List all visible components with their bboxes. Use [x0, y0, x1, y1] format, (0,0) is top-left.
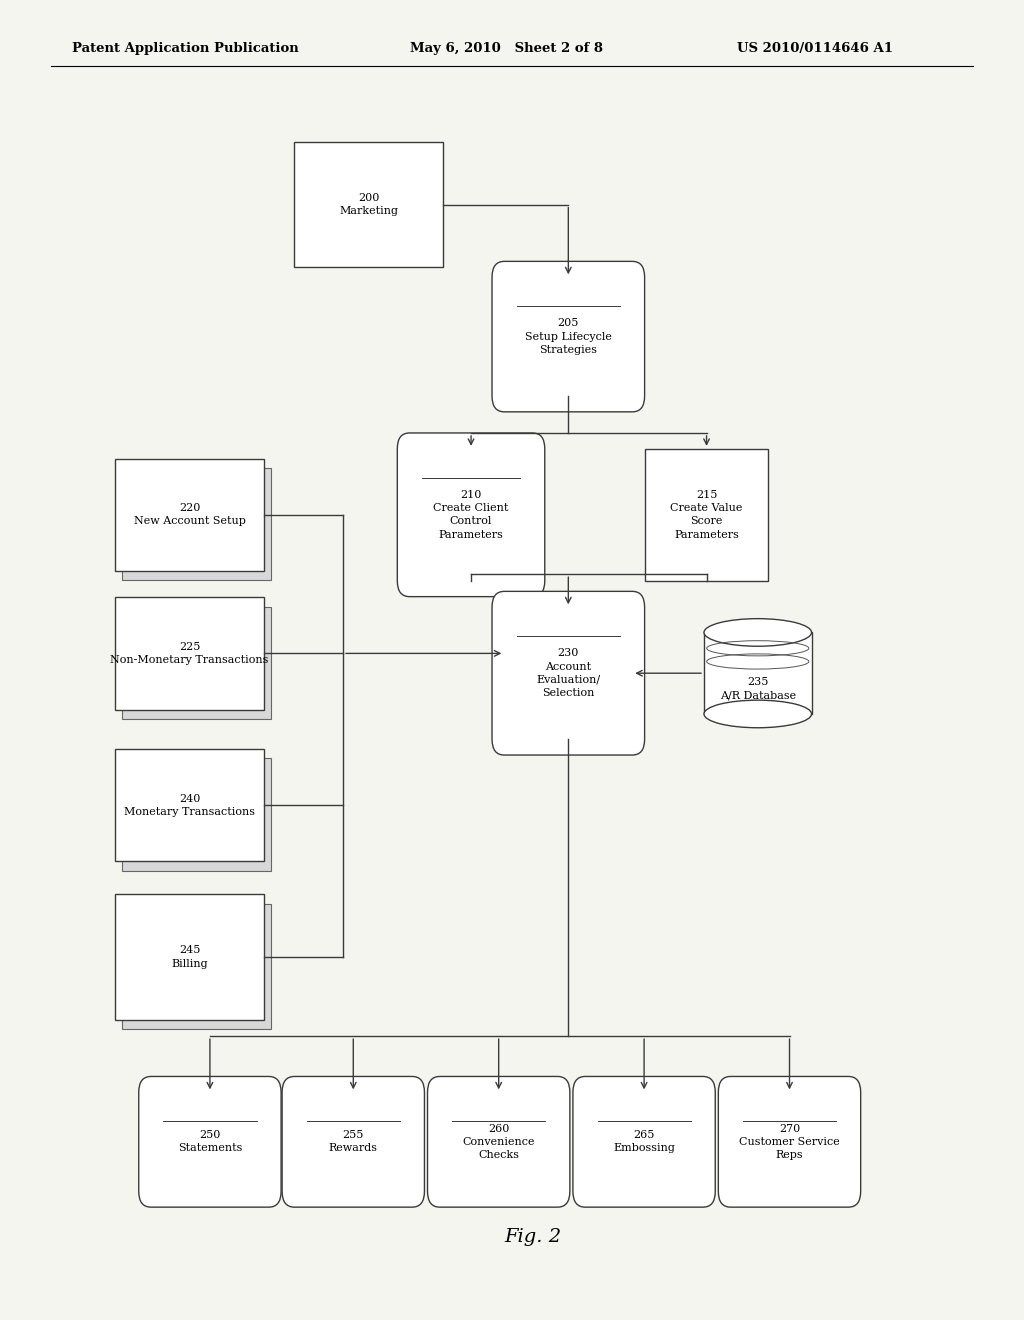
Bar [705, 632, 811, 714]
Text: 230
Account
Evaluation/
Selection: 230 Account Evaluation/ Selection [537, 648, 600, 698]
FancyBboxPatch shape [295, 143, 442, 267]
Text: 245
Billing: 245 Billing [171, 945, 208, 969]
Text: US 2010/0114646 A1: US 2010/0114646 A1 [737, 42, 893, 55]
FancyBboxPatch shape [123, 469, 270, 581]
Text: 220
New Account Setup: 220 New Account Setup [133, 503, 246, 527]
Ellipse shape [705, 619, 811, 647]
FancyBboxPatch shape [115, 597, 264, 710]
Text: Fig. 2: Fig. 2 [504, 1228, 561, 1246]
FancyBboxPatch shape [115, 895, 264, 1019]
Text: 260
Convenience
Checks: 260 Convenience Checks [463, 1123, 535, 1160]
Text: 240
Monetary Transactions: 240 Monetary Transactions [124, 793, 255, 817]
FancyBboxPatch shape [493, 591, 645, 755]
FancyBboxPatch shape [493, 261, 645, 412]
Text: 225
Non-Monetary Transactions: 225 Non-Monetary Transactions [111, 642, 268, 665]
FancyBboxPatch shape [573, 1077, 715, 1206]
Text: 250
Statements: 250 Statements [178, 1130, 242, 1154]
Ellipse shape [705, 700, 811, 727]
Text: 210
Create Client
Control
Parameters: 210 Create Client Control Parameters [433, 490, 509, 540]
FancyBboxPatch shape [123, 758, 270, 871]
Text: 270
Customer Service
Reps: 270 Customer Service Reps [739, 1123, 840, 1160]
FancyBboxPatch shape [123, 903, 270, 1030]
FancyBboxPatch shape [282, 1077, 424, 1206]
FancyBboxPatch shape [397, 433, 545, 597]
Text: May 6, 2010   Sheet 2 of 8: May 6, 2010 Sheet 2 of 8 [410, 42, 602, 55]
Text: 265
Embossing: 265 Embossing [613, 1130, 675, 1154]
FancyBboxPatch shape [115, 459, 264, 570]
Text: 255
Rewards: 255 Rewards [329, 1130, 378, 1154]
FancyBboxPatch shape [719, 1077, 860, 1206]
FancyBboxPatch shape [138, 1077, 281, 1206]
FancyBboxPatch shape [645, 449, 768, 581]
FancyBboxPatch shape [115, 748, 264, 861]
Text: Patent Application Publication: Patent Application Publication [72, 42, 298, 55]
Text: 215
Create Value
Score
Parameters: 215 Create Value Score Parameters [671, 490, 742, 540]
Text: 200
Marketing: 200 Marketing [339, 193, 398, 216]
Text: 235
A/R Database: 235 A/R Database [720, 677, 796, 701]
FancyBboxPatch shape [428, 1077, 569, 1206]
FancyBboxPatch shape [123, 607, 270, 718]
Text: 205
Setup Lifecycle
Strategies: 205 Setup Lifecycle Strategies [525, 318, 611, 355]
